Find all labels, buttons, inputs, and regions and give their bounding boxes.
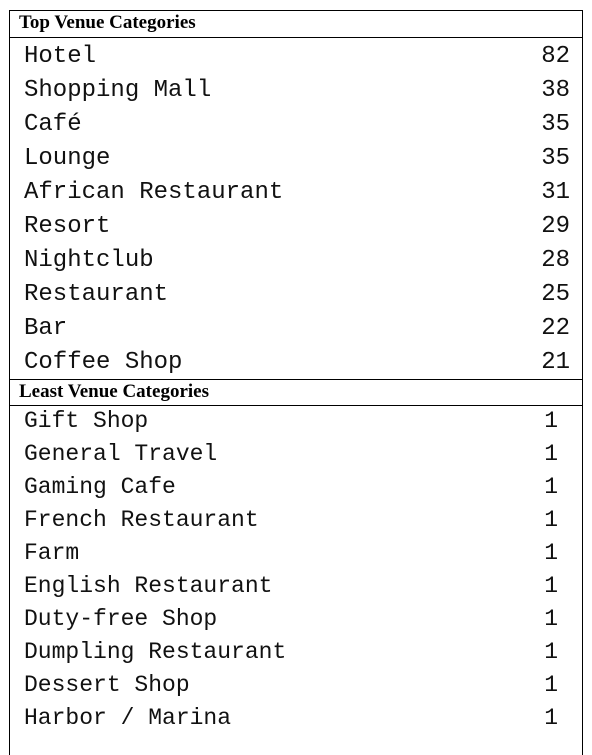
category-name: General Travel [24,441,218,467]
category-name: Resort [24,213,111,240]
category-count: 1 [544,573,558,599]
table-row: Hotel 82 [10,40,582,74]
category-name: Duty-free Shop [24,606,218,632]
category-count: 1 [544,672,558,698]
table-row: Gift Shop 1 [10,405,582,438]
category-count: 1 [544,474,558,500]
category-count: 1 [544,606,558,632]
table-row: Nightclub 28 [10,244,582,278]
category-name: African Restaurant [24,179,284,206]
category-name: Gift Shop [24,408,149,434]
category-count: 38 [541,77,570,104]
category-count: 1 [544,441,558,467]
category-count: 1 [544,540,558,566]
venue-categories-table: Top Venue Categories Hotel 82 Shopping M… [9,10,583,755]
category-name: Dessert Shop [24,672,190,698]
category-count: 1 [544,705,558,731]
category-name: Harbor / Marina [24,705,232,731]
category-count: 35 [541,111,570,138]
category-name: Hotel [24,43,97,70]
table-row: Bar 22 [10,312,582,346]
category-name: Coffee Shop [24,349,183,376]
table-row: General Travel 1 [10,438,582,471]
category-count: 22 [541,315,570,342]
category-name: Nightclub [24,247,154,274]
table-row: Shopping Mall 38 [10,74,582,108]
category-count: 31 [541,179,570,206]
table-row: French Restaurant 1 [10,504,582,537]
table-row: Restaurant 25 [10,278,582,312]
category-name: Dumpling Restaurant [24,639,287,665]
category-name: Restaurant [24,281,169,308]
category-count: 1 [544,408,558,434]
category-count: 28 [541,247,570,274]
category-name: French Restaurant [24,507,259,533]
least-venue-categories-header: Least Venue Categories [10,379,582,406]
category-name: Shopping Mall [24,77,212,104]
table-row: Dumpling Restaurant 1 [10,636,582,669]
table-row: Coffee Shop 21 [10,346,582,380]
table-row: English Restaurant 1 [10,570,582,603]
category-name: Gaming Cafe [24,474,176,500]
table-row: Dessert Shop 1 [10,669,582,702]
category-count: 1 [544,639,558,665]
category-count: 82 [541,43,570,70]
category-name: Farm [24,540,80,566]
table-row: Lounge 35 [10,142,582,176]
category-count: 1 [544,507,558,533]
top-venue-categories-header: Top Venue Categories [10,11,582,38]
category-count: 35 [541,145,570,172]
table-row: Resort 29 [10,210,582,244]
category-count: 21 [541,349,570,376]
table-row: Café 35 [10,108,582,142]
category-count: 25 [541,281,570,308]
category-name: Bar [24,315,68,342]
category-count: 29 [541,213,570,240]
table-row: Farm 1 [10,537,582,570]
top-section-title: Top Venue Categories [19,12,196,33]
table-row: Duty-free Shop 1 [10,603,582,636]
table-row: Gaming Cafe 1 [10,471,582,504]
category-name: English Restaurant [24,573,273,599]
least-section-title: Least Venue Categories [19,381,209,402]
category-name: Café [24,111,82,138]
table-row: Harbor / Marina 1 [10,702,582,735]
category-name: Lounge [24,145,111,172]
table-row: African Restaurant 31 [10,176,582,210]
